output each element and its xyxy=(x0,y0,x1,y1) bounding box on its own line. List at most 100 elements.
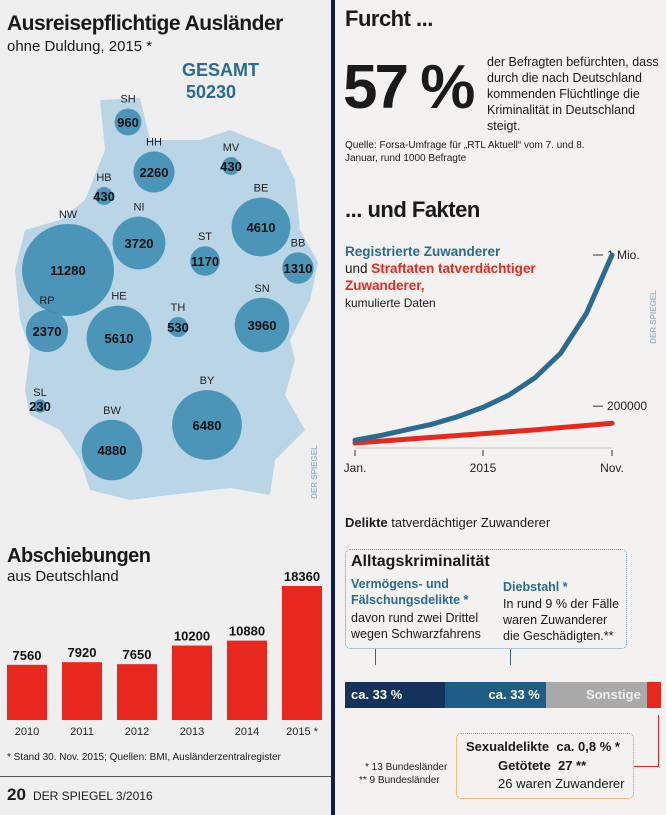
state-value: 2260 xyxy=(140,165,169,180)
bubble-sl xyxy=(33,399,47,413)
legend-cumulative: kumulierte Daten xyxy=(345,296,436,310)
right-column: Furcht ... 57 % der Befragten befürchten… xyxy=(335,0,666,815)
legend-crimes: Straftaten tatverdächtiger Zuwanderer, xyxy=(345,261,536,293)
bubble-hh xyxy=(133,151,175,193)
state-value: 6480 xyxy=(193,418,222,433)
bar xyxy=(117,664,157,720)
state-value: 11280 xyxy=(50,263,85,278)
facts-title: ... und Fakten xyxy=(345,197,480,222)
state-code: MV xyxy=(223,142,240,154)
immigrants-line-chart: 1 Mio. 200000 Jan. 2015 Nov. xyxy=(344,248,648,475)
map-subtitle: ohne Duldung, 2015 * xyxy=(7,38,153,55)
bar-title: Abschiebungen xyxy=(7,545,151,567)
y-tick-label: 200000 xyxy=(607,399,647,413)
bar xyxy=(227,640,267,720)
state-code: HB xyxy=(96,172,111,184)
fear-text: der Befragten befürchten, dass durch die… xyxy=(487,55,659,133)
bar-value-label: 7560 xyxy=(13,648,42,663)
state-code: SL xyxy=(33,387,46,399)
state-value: 5610 xyxy=(105,331,134,346)
bubble-nw xyxy=(22,224,114,316)
left-column: Ausreisepflichtige Ausländer ohne Duldun… xyxy=(0,0,332,815)
x-tick-label: Nov. xyxy=(600,461,624,475)
bar-footnote: * Stand 30. Nov. 2015; Quellen: BMI, Aus… xyxy=(7,752,281,763)
state-code: NI xyxy=(134,202,145,214)
delikte-heading: Delikte tatverdächtiger Zuwanderer xyxy=(345,515,550,530)
bubble-th xyxy=(168,317,188,337)
bar-category-label: 2012 xyxy=(125,726,149,738)
legend-immigrants: Registrierte Zuwanderer xyxy=(345,244,501,259)
bar xyxy=(282,586,322,720)
magazine-issue: DER SPIEGEL 3/2016 xyxy=(33,789,153,803)
bar xyxy=(172,645,212,720)
bubble-hb xyxy=(95,187,113,205)
bubble-be xyxy=(231,197,291,257)
state-value: 230 xyxy=(29,399,51,414)
sexual-label: Sexualdelikte xyxy=(466,739,550,754)
theft-text: In rund 9 % der Fälle waren Zuwanderer d… xyxy=(503,597,620,643)
deportations-bar-chart: 7560 2010 7920 2011 7650 2012 10200 2013 10880 20… xyxy=(7,570,322,738)
state-value: 3720 xyxy=(125,236,154,251)
state-value: 430 xyxy=(220,159,242,174)
killed-label: Getötete xyxy=(498,758,551,773)
everyday-crime-title: Alltagskriminalität xyxy=(351,553,490,570)
segment-2: Sonstige xyxy=(545,682,647,708)
x-tick-label: 2015 xyxy=(470,461,497,475)
bar-category-label: 2013 xyxy=(180,726,204,738)
state-value: 960 xyxy=(117,115,139,130)
state-code: SN xyxy=(254,283,269,295)
arrow-property xyxy=(375,649,376,665)
bar-category-label: 2010 xyxy=(15,726,39,738)
bubble-bb xyxy=(282,252,314,284)
killed-value: 27 ** xyxy=(557,758,587,773)
legend-and: und xyxy=(345,261,368,276)
state-code: NW xyxy=(59,209,78,221)
bar xyxy=(62,662,102,720)
bar xyxy=(7,664,47,720)
state-value: 3960 xyxy=(248,318,277,333)
fear-percent: 57 % xyxy=(343,53,475,122)
bubble-bw xyxy=(81,419,143,481)
connector-h xyxy=(634,766,658,767)
state-value: 4610 xyxy=(247,220,276,235)
killed-note: 26 waren Zuwanderer xyxy=(498,776,625,791)
state-code: RP xyxy=(39,295,54,307)
state-code: HE xyxy=(111,291,126,303)
state-code: ST xyxy=(198,231,212,243)
bubble-ni xyxy=(112,216,166,270)
series-line-0 xyxy=(352,252,615,443)
state-code: SH xyxy=(120,94,135,106)
state-code: BE xyxy=(254,183,269,195)
killed: Getötete 27 ** xyxy=(498,758,586,773)
state-value: 430 xyxy=(93,189,115,204)
bar-value-label: 10200 xyxy=(174,629,210,644)
fear-title: Furcht ... xyxy=(345,6,433,31)
bubble-by xyxy=(172,390,242,460)
total-value: 50230 xyxy=(186,82,237,102)
page-number: 20 xyxy=(7,785,26,804)
x-tick-label: Jan. xyxy=(344,461,367,475)
state-value: 2370 xyxy=(33,324,62,339)
theft-head: Diebstahl * xyxy=(503,580,568,594)
bar-category-label: 2014 xyxy=(235,726,259,738)
arrow-theft xyxy=(510,649,511,665)
line-watermark: DER SPIEGEL xyxy=(649,290,658,344)
property-crime-head: Vermögens- und Fälschungsdelikte * xyxy=(351,577,469,607)
state-value: 4880 xyxy=(98,443,127,458)
state-code: BY xyxy=(200,375,215,387)
sexual-crime: Sexualdelikte ca. 0,8 % * xyxy=(466,739,620,754)
segment-0: ca. 33 % xyxy=(345,682,446,708)
state-value: 530 xyxy=(167,320,189,335)
bubble-st xyxy=(190,246,220,276)
bar-value-label: 18360 xyxy=(284,570,320,584)
segment-1: ca. 33 % xyxy=(445,682,546,708)
bar-category-label: 2015 * xyxy=(286,726,319,738)
bubble-he xyxy=(86,305,152,371)
map-title: Ausreisepflichtige Ausländer xyxy=(7,12,283,35)
connector-v xyxy=(658,715,659,767)
column-divider xyxy=(331,0,335,815)
delikte-rest: tatverdächtiger Zuwanderer xyxy=(391,515,551,530)
bar-category-label: 2011 xyxy=(70,726,94,738)
note-13: * 13 Bundesländer xyxy=(365,762,448,773)
bar-subtitle: aus Deutschland xyxy=(7,568,119,585)
